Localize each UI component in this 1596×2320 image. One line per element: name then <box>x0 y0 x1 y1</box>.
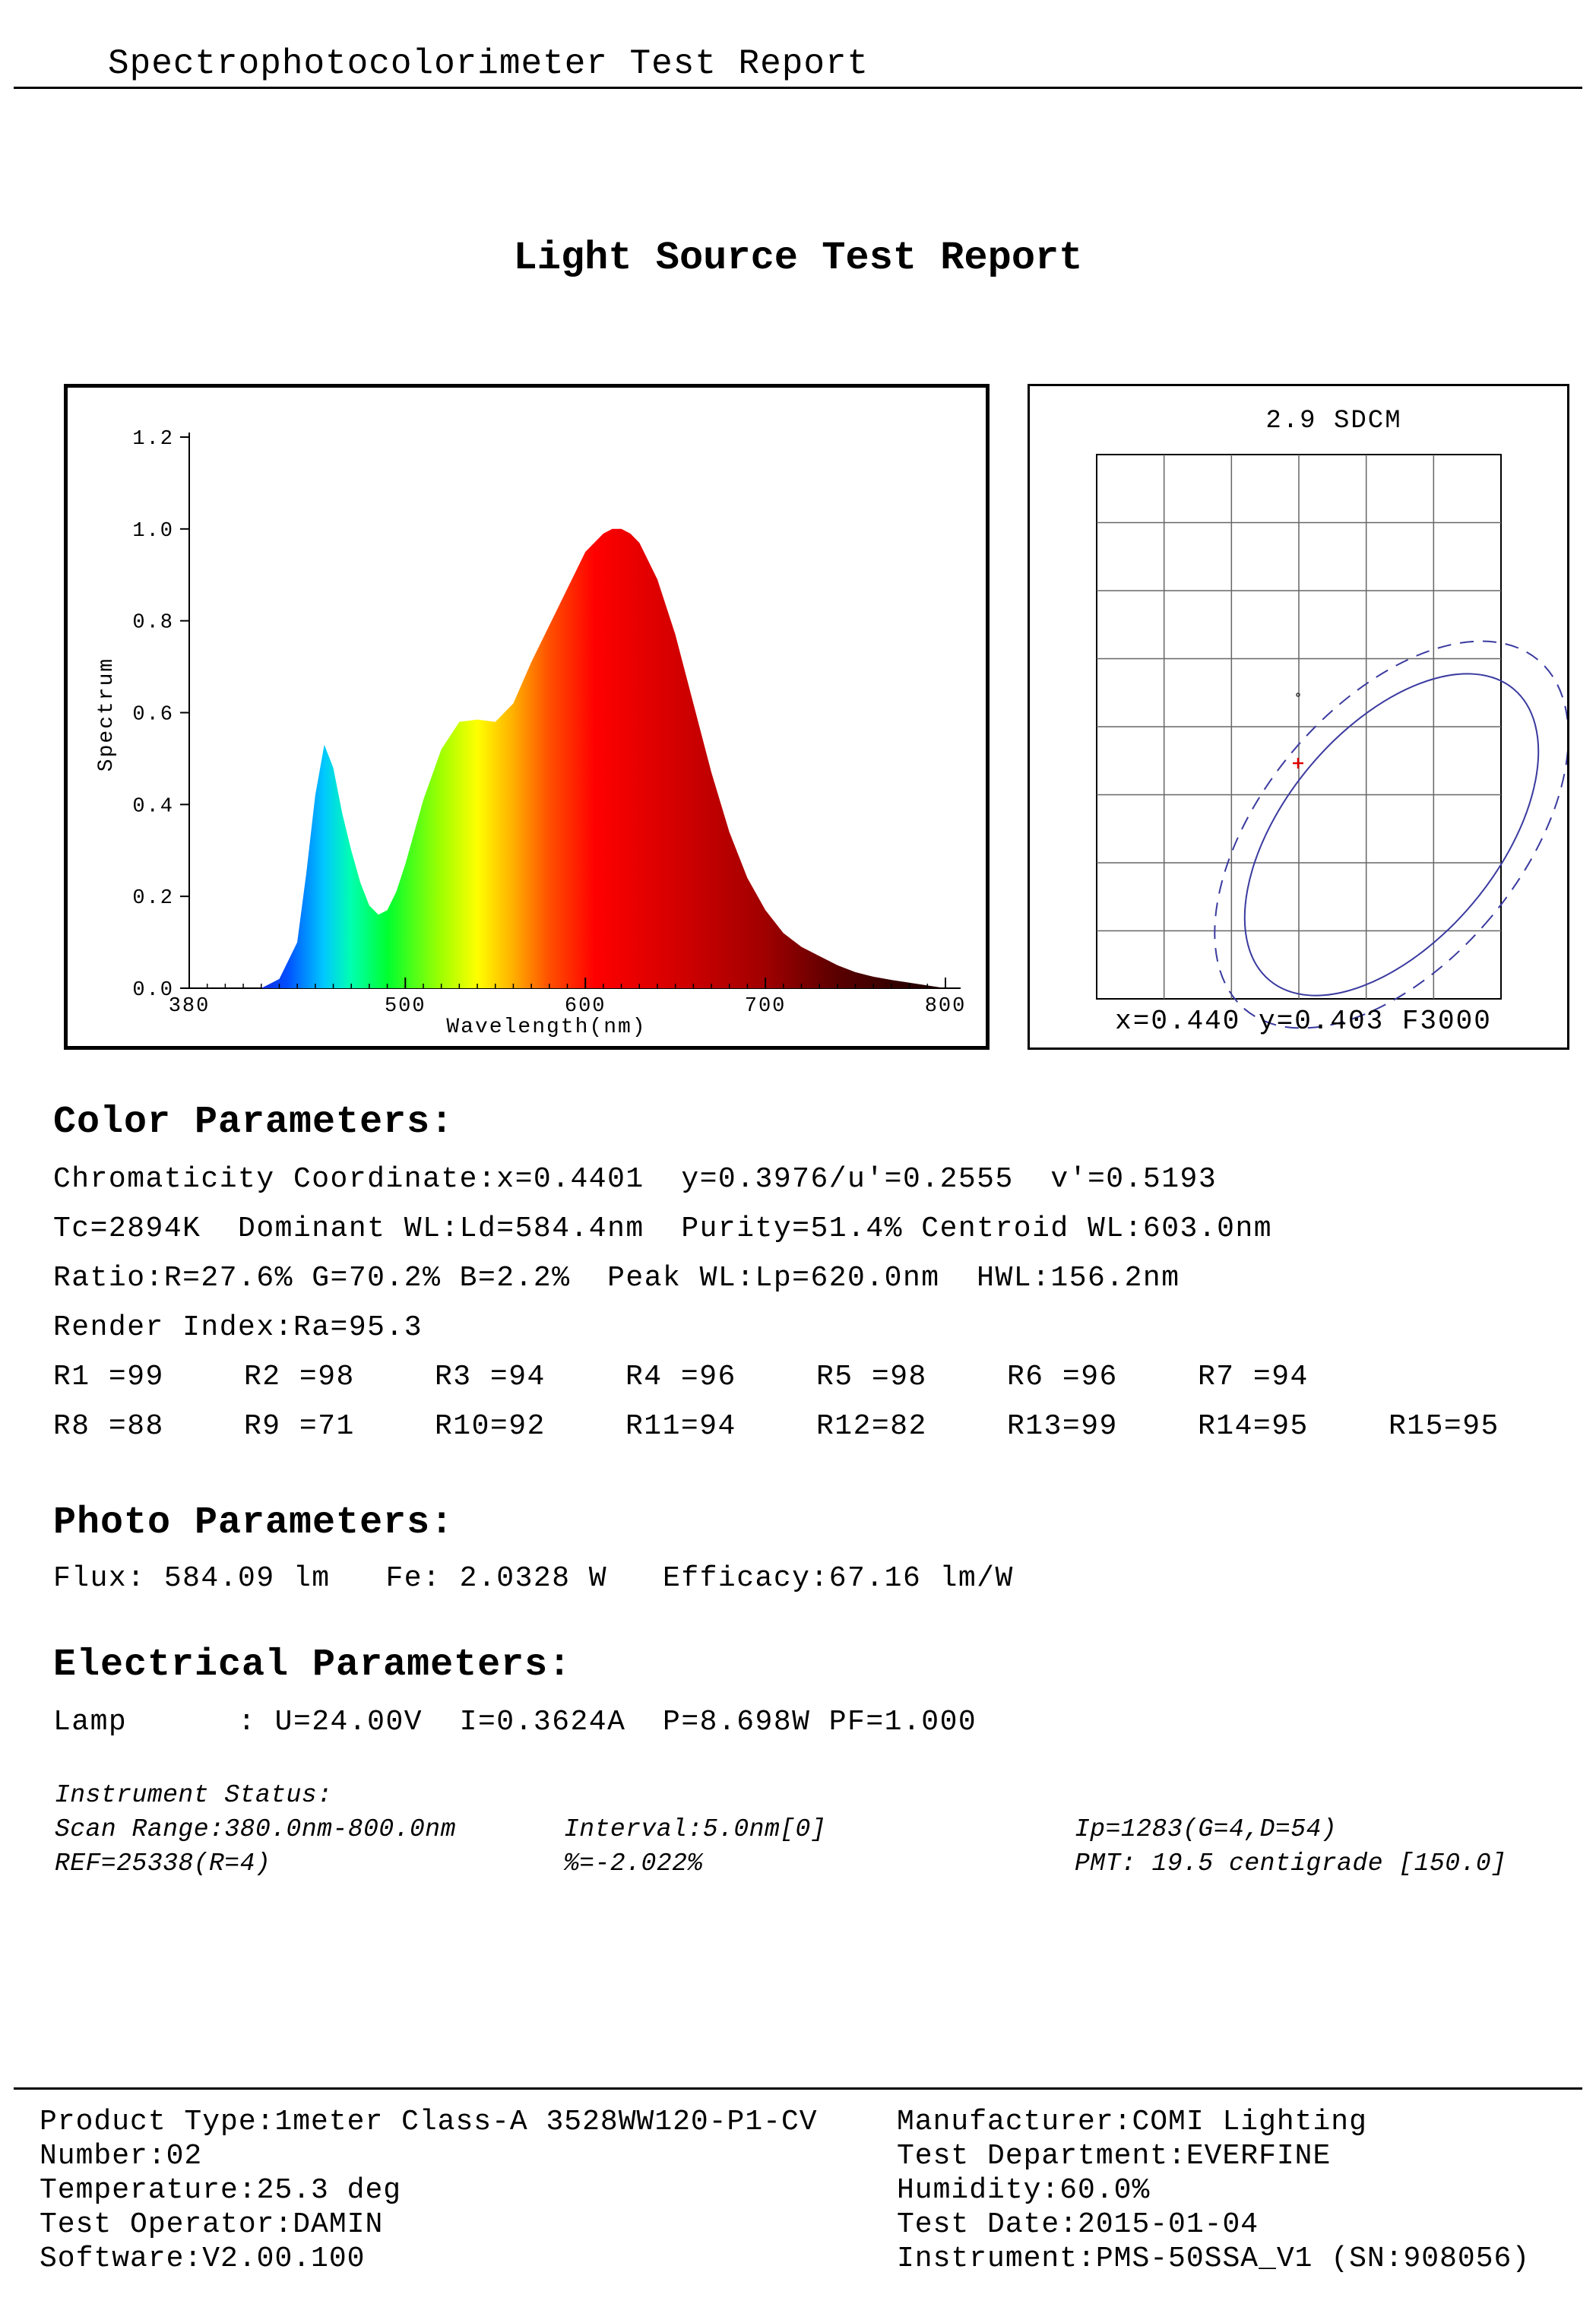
spectrum-chart: 0.0 0.2 0.4 0.6 0.8 1.0 1.2 380 500 600 700 800 Wav… <box>95 428 967 1039</box>
sdcm-title: 2.9 SDCM <box>1265 407 1401 436</box>
r-value: R10=92 <box>435 1410 546 1443</box>
humidity: Humidity:60.0% <box>897 2174 1151 2207</box>
spectrum-y-tick-label: 0.2 <box>132 887 174 910</box>
r-value: R6 =96 <box>1007 1361 1118 1393</box>
macadam-ellipse-inner <box>1243 673 1540 997</box>
chromaticity-caption: x=0.440 y=0.403 F3000 <box>1115 1006 1492 1037</box>
spectrum-y-tick-label: 0.0 <box>132 979 174 1002</box>
spectrum-x-axis-label: Wavelength(nm) <box>446 1016 646 1039</box>
electrical-params-heading: Electrical Parameters: <box>53 1643 572 1687</box>
spectrum-x-tick-label: 800 <box>925 995 967 1018</box>
measured-point-marker <box>1293 758 1303 769</box>
product-type: Product Type:1meter Class-A 3528WW120-P1… <box>40 2106 818 2138</box>
spectrum-x-tick-label: 500 <box>385 995 426 1018</box>
pmt-value: PMT: 19.5 centigrade [150.0] <box>1075 1849 1507 1878</box>
r-value: R3 =94 <box>435 1361 546 1393</box>
ip-value: Ip=1283(G=4,D=54) <box>1075 1815 1338 1843</box>
spectrum-y-tick-label: 0.8 <box>132 612 174 635</box>
r-value: R5 =98 <box>816 1361 927 1393</box>
ellipse-center-marker <box>1296 693 1300 697</box>
spectrum-y-tick-label: 1.2 <box>132 428 174 451</box>
r-value: R1 =99 <box>53 1361 164 1393</box>
flux-line: Flux: 584.09 lm Fe: 2.0328 W Efficacy:67… <box>53 1562 1014 1595</box>
r-value: R7 =94 <box>1198 1361 1309 1393</box>
instrument-id: Instrument:PMS-50SSA_V1 (SN:908056) <box>897 2242 1531 2275</box>
test-date: Test Date:2015-01-04 <box>897 2208 1259 2241</box>
scan-range: Scan Range:380.0nm-800.0nm <box>55 1815 456 1843</box>
chromaticity-chart: 2.9 SDCM x=0.440 y=0.403 F3000 <box>1096 407 1567 1037</box>
ref-value: REF=25338(R=4) <box>55 1849 271 1878</box>
color-params-heading: Color Parameters: <box>53 1101 454 1144</box>
spectrum-x-tick-label: 700 <box>745 995 787 1018</box>
r-value: R13=99 <box>1007 1410 1118 1443</box>
ratio-line: Ratio:R=27.6% G=70.2% B=2.2% Peak WL:Lp=… <box>53 1262 1180 1295</box>
r-value: R8 =88 <box>53 1410 164 1443</box>
chromaticity-line: Chromaticity Coordinate:x=0.4401 y=0.397… <box>53 1163 1218 1196</box>
manufacturer: Manufacturer:COMI Lighting <box>897 2106 1367 2138</box>
r-value: R11=94 <box>625 1410 736 1443</box>
r-value: R15=95 <box>1389 1410 1499 1443</box>
footer-divider <box>14 2087 1582 2090</box>
r-value: R2 =98 <box>244 1361 355 1393</box>
render-index-line: Render Index:Ra=95.3 <box>53 1311 423 1344</box>
photo-params-heading: Photo Parameters: <box>53 1501 454 1545</box>
report-header-title: Spectrophotocolorimeter Test Report <box>108 44 869 84</box>
macadam-ellipse-outer <box>1214 640 1567 1029</box>
spectrum-y-axis-label: Spectrum <box>95 658 119 772</box>
instrument-status-heading: Instrument Status: <box>55 1781 333 1809</box>
spectrum-y-tick-label: 0.6 <box>132 704 174 727</box>
report-title: Light Source Test Report <box>513 236 1083 280</box>
header-divider <box>14 87 1582 89</box>
test-department: Test Department:EVERFINE <box>897 2140 1332 2173</box>
spectrum-y-tick-label: 1.0 <box>132 520 174 543</box>
spectrum-area <box>261 528 945 988</box>
r-value: R9 =71 <box>244 1410 355 1443</box>
lamp-line: Lamp : U=24.00V I=0.3624A P=8.698W PF=1.… <box>53 1706 977 1738</box>
test-operator: Test Operator:DAMIN <box>40 2208 384 2241</box>
scan-interval: Interval:5.0nm[0] <box>564 1815 827 1843</box>
number: Number:02 <box>40 2140 203 2173</box>
temperature: Temperature:25.3 deg <box>40 2174 402 2207</box>
r-value: R12=82 <box>816 1410 927 1443</box>
software-version: Software:V2.00.100 <box>40 2242 366 2275</box>
spectrum-x-tick-label: 380 <box>169 995 211 1018</box>
percent-value: %=-2.022% <box>564 1849 703 1878</box>
spectrum-chart-frame: 0.0 0.2 0.4 0.6 0.8 1.0 1.2 380 500 600 700 800 Wav… <box>64 384 990 1050</box>
tc-line: Tc=2894K Dominant WL:Ld=584.4nm Purity=5… <box>53 1212 1273 1245</box>
chromaticity-chart-frame: 2.9 SDCM x=0.440 y=0.403 F3000 <box>1028 384 1569 1050</box>
spectrum-x-tick-label: 600 <box>565 995 606 1018</box>
r-value: R14=95 <box>1198 1410 1309 1443</box>
spectrum-y-tick-label: 0.4 <box>132 795 174 818</box>
r-value: R4 =96 <box>625 1361 736 1393</box>
